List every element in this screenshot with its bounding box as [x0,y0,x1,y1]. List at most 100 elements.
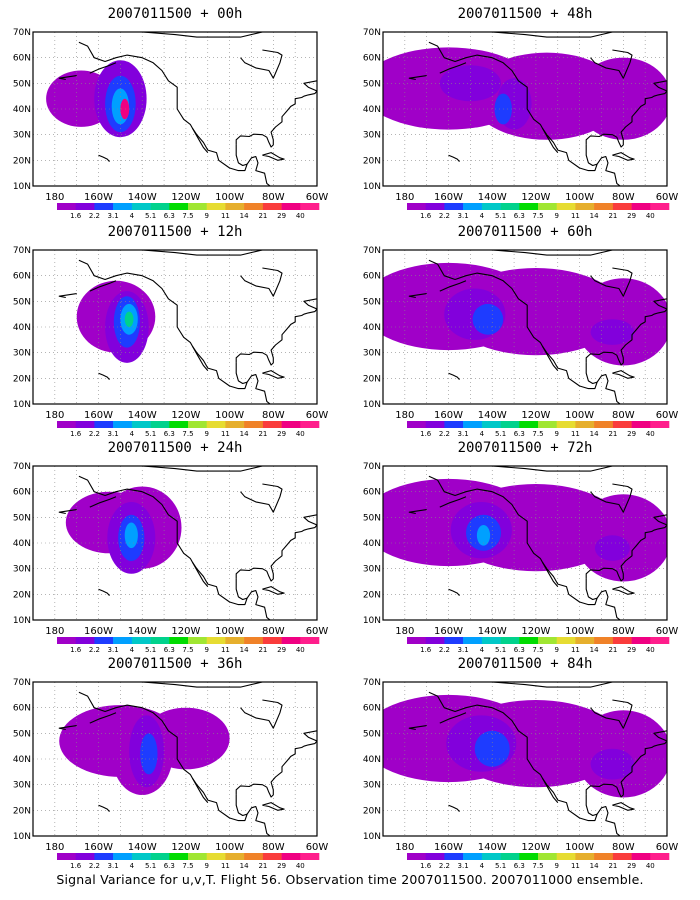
colorbar-swatch [150,203,170,210]
map-frame [382,249,668,405]
colorbar-swatch [519,853,539,860]
panel-title: 2007011500 + 72h [457,440,593,456]
coastline [408,75,427,81]
graticule [383,32,667,186]
colorbar-label: 7.5 [182,646,193,654]
coastline [439,712,467,724]
colorbar-swatch [407,421,426,428]
lat-tick-label: 40N [363,105,381,115]
lon-tick-label: 60W [306,410,329,421]
colorbar-swatch [94,853,114,860]
variance-field [383,47,667,140]
colorbar-swatch [594,421,614,428]
colorbar-label: 5.1 [495,212,506,220]
colorbar-swatch [244,637,264,644]
colorbar-label: 11 [571,862,580,870]
coastline [590,49,633,79]
colorbar-label: 6.3 [514,646,525,654]
colorbar-swatch [225,853,245,860]
colorbar-label: 21 [608,862,617,870]
colorbar-swatch [481,637,501,644]
colorbar-label: 29 [277,430,286,438]
lat-tick-label: 30N [13,565,31,575]
colorbar-swatch [94,637,114,644]
colorbar-label: 14 [590,430,599,438]
lat-tick-label: 60N [363,704,381,714]
colorbar-swatch [425,421,445,428]
lon-tick-label: 180 [45,192,64,203]
map-svg: 10N 20N 30N 40N 50N 60N 70N 180 160W 140W 120W 100W… [363,246,679,438]
variance-contour [472,303,504,335]
coastline [89,62,117,74]
colorbar-swatch [650,203,670,210]
colorbar-swatch [463,637,483,644]
lat-tick-label: 70N [363,462,381,472]
colorbar-label: 9 [554,646,558,654]
lat-tick-label: 70N [13,462,31,472]
colorbar-swatch [57,203,76,210]
graticule [33,32,317,186]
colorbar-swatch [407,203,426,210]
map-frame [32,465,318,621]
coastline [585,80,667,148]
colorbar-label: 5.1 [495,430,506,438]
colorbar-swatch [113,421,133,428]
colorbar-label: 1.6 [70,862,82,870]
colorbar-label: 6.3 [514,862,525,870]
coastlines [58,250,317,404]
colorbar-swatch [575,853,595,860]
variance-field [65,486,182,574]
lon-tick-label: 180 [395,626,414,637]
colorbar-swatch [631,203,651,210]
lat-tick-label: 20N [363,590,381,600]
colorbar-swatch [425,203,445,210]
lon-tick-label: 180 [395,842,414,853]
lon-tick-label: 100W [565,410,594,421]
colorbar-label: 2.2 [439,430,450,438]
colorbar-swatch [225,421,245,428]
coastline [262,152,285,161]
colorbar-label: 5.1 [495,862,506,870]
colorbar-label: 11 [571,430,580,438]
coastline [448,588,460,596]
panel-title: 2007011500 + 60h [457,224,593,240]
variance-field [383,478,667,582]
variance-contour [124,311,134,327]
coastline [142,250,263,256]
panel-title: 2007011500 + 12h [107,224,243,240]
variance-field [383,262,667,366]
colorbar-swatch [113,637,133,644]
coastlines [58,466,317,620]
colorbar-swatch [262,637,282,644]
coastline [240,267,283,297]
colorbar-label: 14 [240,212,249,220]
coastline [492,250,613,256]
coastline [448,372,460,380]
colorbar: 1.6 2.2 3.1 4 5.1 6.3 7.5 9 11 14 21 29 40 [57,203,320,220]
coastline [192,562,209,587]
colorbar-swatch [300,203,320,210]
coastlines [408,250,667,404]
colorbar-label: 40 [646,430,655,438]
lat-tick-label: 20N [363,374,381,384]
colorbar-label: 21 [608,646,617,654]
colorbar-swatch [556,637,576,644]
coastline [492,32,613,38]
colorbar-label: 29 [277,212,286,220]
lon-tick-label: 60W [306,842,329,853]
lon-tick-label: 140W [478,192,507,203]
lon-tick-label: 60W [306,192,329,203]
coastline [408,509,427,515]
coastline [612,802,635,811]
colorbar: 1.6 2.2 3.1 4 5.1 6.3 7.5 9 11 14 21 29 40 [57,421,320,438]
colorbar-label: 2.2 [439,212,450,220]
lon-tick-label: 180 [395,192,414,203]
colorbar-label: 7.5 [182,862,193,870]
lat-tick-label: 70N [363,678,381,688]
colorbar-label: 5.1 [495,646,506,654]
colorbar-swatch [594,853,614,860]
colorbar-label: 14 [240,430,249,438]
lat-tick-label: 10N [13,616,31,626]
variance-field [383,694,667,798]
colorbar-swatch [150,637,170,644]
